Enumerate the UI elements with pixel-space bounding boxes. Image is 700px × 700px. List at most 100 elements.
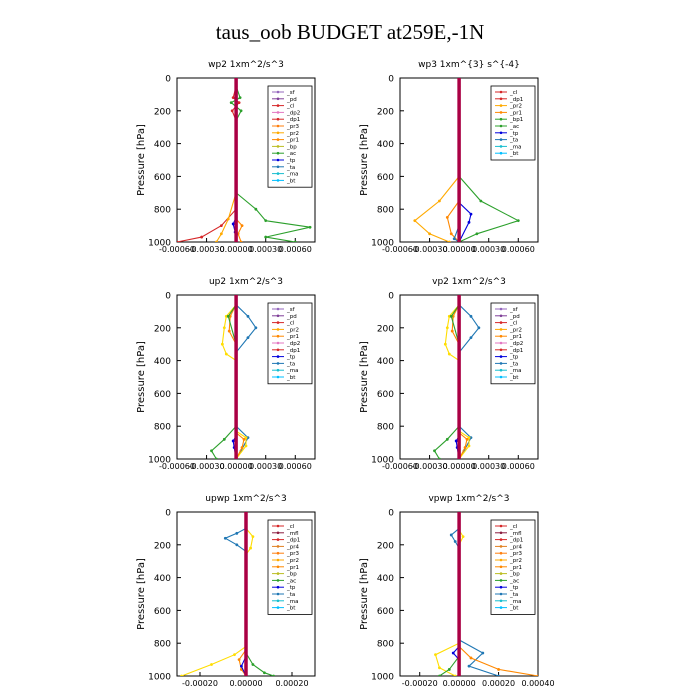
- legend-marker: [499, 328, 503, 331]
- legend-label: _pr2: [286, 131, 299, 137]
- legend-label: _ta: [509, 592, 518, 598]
- legend-label: _ma: [509, 599, 521, 605]
- legend-marker: [276, 572, 280, 575]
- x-tick-label: 0.00060: [279, 462, 312, 471]
- legend-marker: [499, 585, 503, 589]
- data-point: [210, 663, 213, 666]
- y-tick-label: 1000: [148, 673, 171, 683]
- legend: _sf_pd_cl_pr2_pr1_dp2_dp1_tp_ta_ma_bt: [267, 302, 313, 385]
- legend-marker: [276, 579, 280, 582]
- legend-marker: [276, 558, 280, 562]
- data-point: [200, 235, 204, 239]
- series-group: [434, 512, 538, 676]
- legend-marker: [499, 307, 503, 311]
- data-point: [434, 653, 437, 657]
- data-point: [264, 219, 268, 223]
- x-tick-label: 0.00060: [502, 462, 535, 471]
- legend-marker: [499, 592, 503, 596]
- x-tick-label: 0.00020: [275, 679, 308, 688]
- data-point: [230, 109, 234, 113]
- legend-marker: [499, 538, 503, 541]
- y-tick-label: 800: [154, 206, 171, 216]
- data-point: [240, 446, 244, 449]
- legend-label: _mfl: [509, 531, 522, 537]
- legend-marker: [499, 565, 503, 569]
- legend-label: _ma: [286, 172, 298, 178]
- data-point: [497, 674, 500, 676]
- legend-label: _ta: [286, 165, 295, 171]
- data-point: [438, 199, 441, 203]
- data-point: [447, 314, 451, 318]
- data-point: [210, 449, 213, 453]
- chart-title: vp2 1xm^2/s^3: [432, 277, 506, 287]
- chart-panel-4: vp2 1xm^2/s^3 0 200 400 600 800 1000 Pressure […: [359, 277, 539, 471]
- y-tick-label: 800: [377, 423, 394, 433]
- legend-label: _cl: [286, 321, 295, 327]
- data-point: [229, 101, 233, 104]
- data-point: [467, 444, 471, 448]
- legend-marker: [276, 585, 280, 589]
- legend-label: _pr2: [509, 558, 522, 564]
- legend-marker: [276, 362, 280, 365]
- legend-label: _bt: [509, 606, 519, 612]
- data-point: [452, 237, 456, 241]
- plot-frame: [399, 77, 539, 243]
- data-point: [516, 219, 520, 223]
- y-tick-label: 200: [154, 107, 171, 117]
- chart-panel-1: wp2 1xm^2/s^3 0 200 400 600 800 1000 Pressure […: [136, 60, 316, 254]
- data-point: [308, 225, 312, 229]
- legend-marker: [276, 375, 280, 379]
- data-point: [235, 531, 239, 535]
- legend-label: _pr3: [509, 551, 523, 557]
- data-point: [215, 240, 218, 242]
- legend-label: _pr1: [286, 138, 299, 144]
- data-point: [264, 235, 268, 239]
- legend-marker: [499, 138, 503, 141]
- y-tick-label: 0: [165, 292, 171, 302]
- x-tick-label: -0.00060: [382, 462, 418, 471]
- x-tick-label: 0.00000: [443, 245, 476, 254]
- x-tick-label: -0.00060: [382, 245, 418, 254]
- data-point: [469, 314, 473, 318]
- data-point: [223, 536, 227, 540]
- data-point: [231, 439, 235, 443]
- legend-label: _ac: [286, 151, 296, 157]
- legend-label: _dp1: [509, 97, 523, 103]
- legend-label: _dp2: [286, 341, 300, 347]
- data-point: [450, 329, 454, 333]
- y-tick-label: 600: [154, 173, 171, 183]
- series-line-cl: [177, 86, 240, 242]
- y-tick-label: 200: [377, 541, 394, 551]
- data-point: [240, 664, 243, 668]
- legend-marker: [499, 551, 503, 555]
- y-tick-label: 800: [377, 206, 394, 216]
- y-tick-label: 200: [377, 324, 394, 334]
- legend-label: _ac: [286, 578, 296, 584]
- data-point: [445, 216, 449, 219]
- legend-marker: [499, 558, 503, 562]
- y-tick-label: 800: [377, 640, 394, 650]
- legend-label: _tp: [509, 355, 519, 361]
- legend-marker: [499, 375, 503, 379]
- data-point: [251, 535, 255, 538]
- legend-marker: [276, 111, 280, 114]
- data-point: [469, 336, 473, 340]
- y-tick-label: 0: [388, 75, 394, 85]
- legend: _cl_dp1_pr2_pr1_bp1_ac_tp_ta_ma_bt: [490, 85, 536, 161]
- legend-marker: [499, 545, 503, 548]
- data-point: [219, 232, 223, 236]
- legend-label: _bt: [509, 375, 519, 381]
- legend-marker: [499, 599, 503, 603]
- data-point: [497, 668, 500, 671]
- data-point: [228, 314, 232, 318]
- y-tick-label: 600: [377, 173, 394, 183]
- data-point: [263, 671, 266, 675]
- data-point: [244, 436, 248, 440]
- data-point: [238, 96, 242, 100]
- x-tick-label: 0.00030: [249, 245, 282, 254]
- data-point: [443, 342, 447, 346]
- legend-label: _dp1: [286, 348, 300, 354]
- legend-label: _pr1: [509, 565, 522, 571]
- series-line-tp: [458, 86, 472, 242]
- legend-marker: [276, 151, 280, 155]
